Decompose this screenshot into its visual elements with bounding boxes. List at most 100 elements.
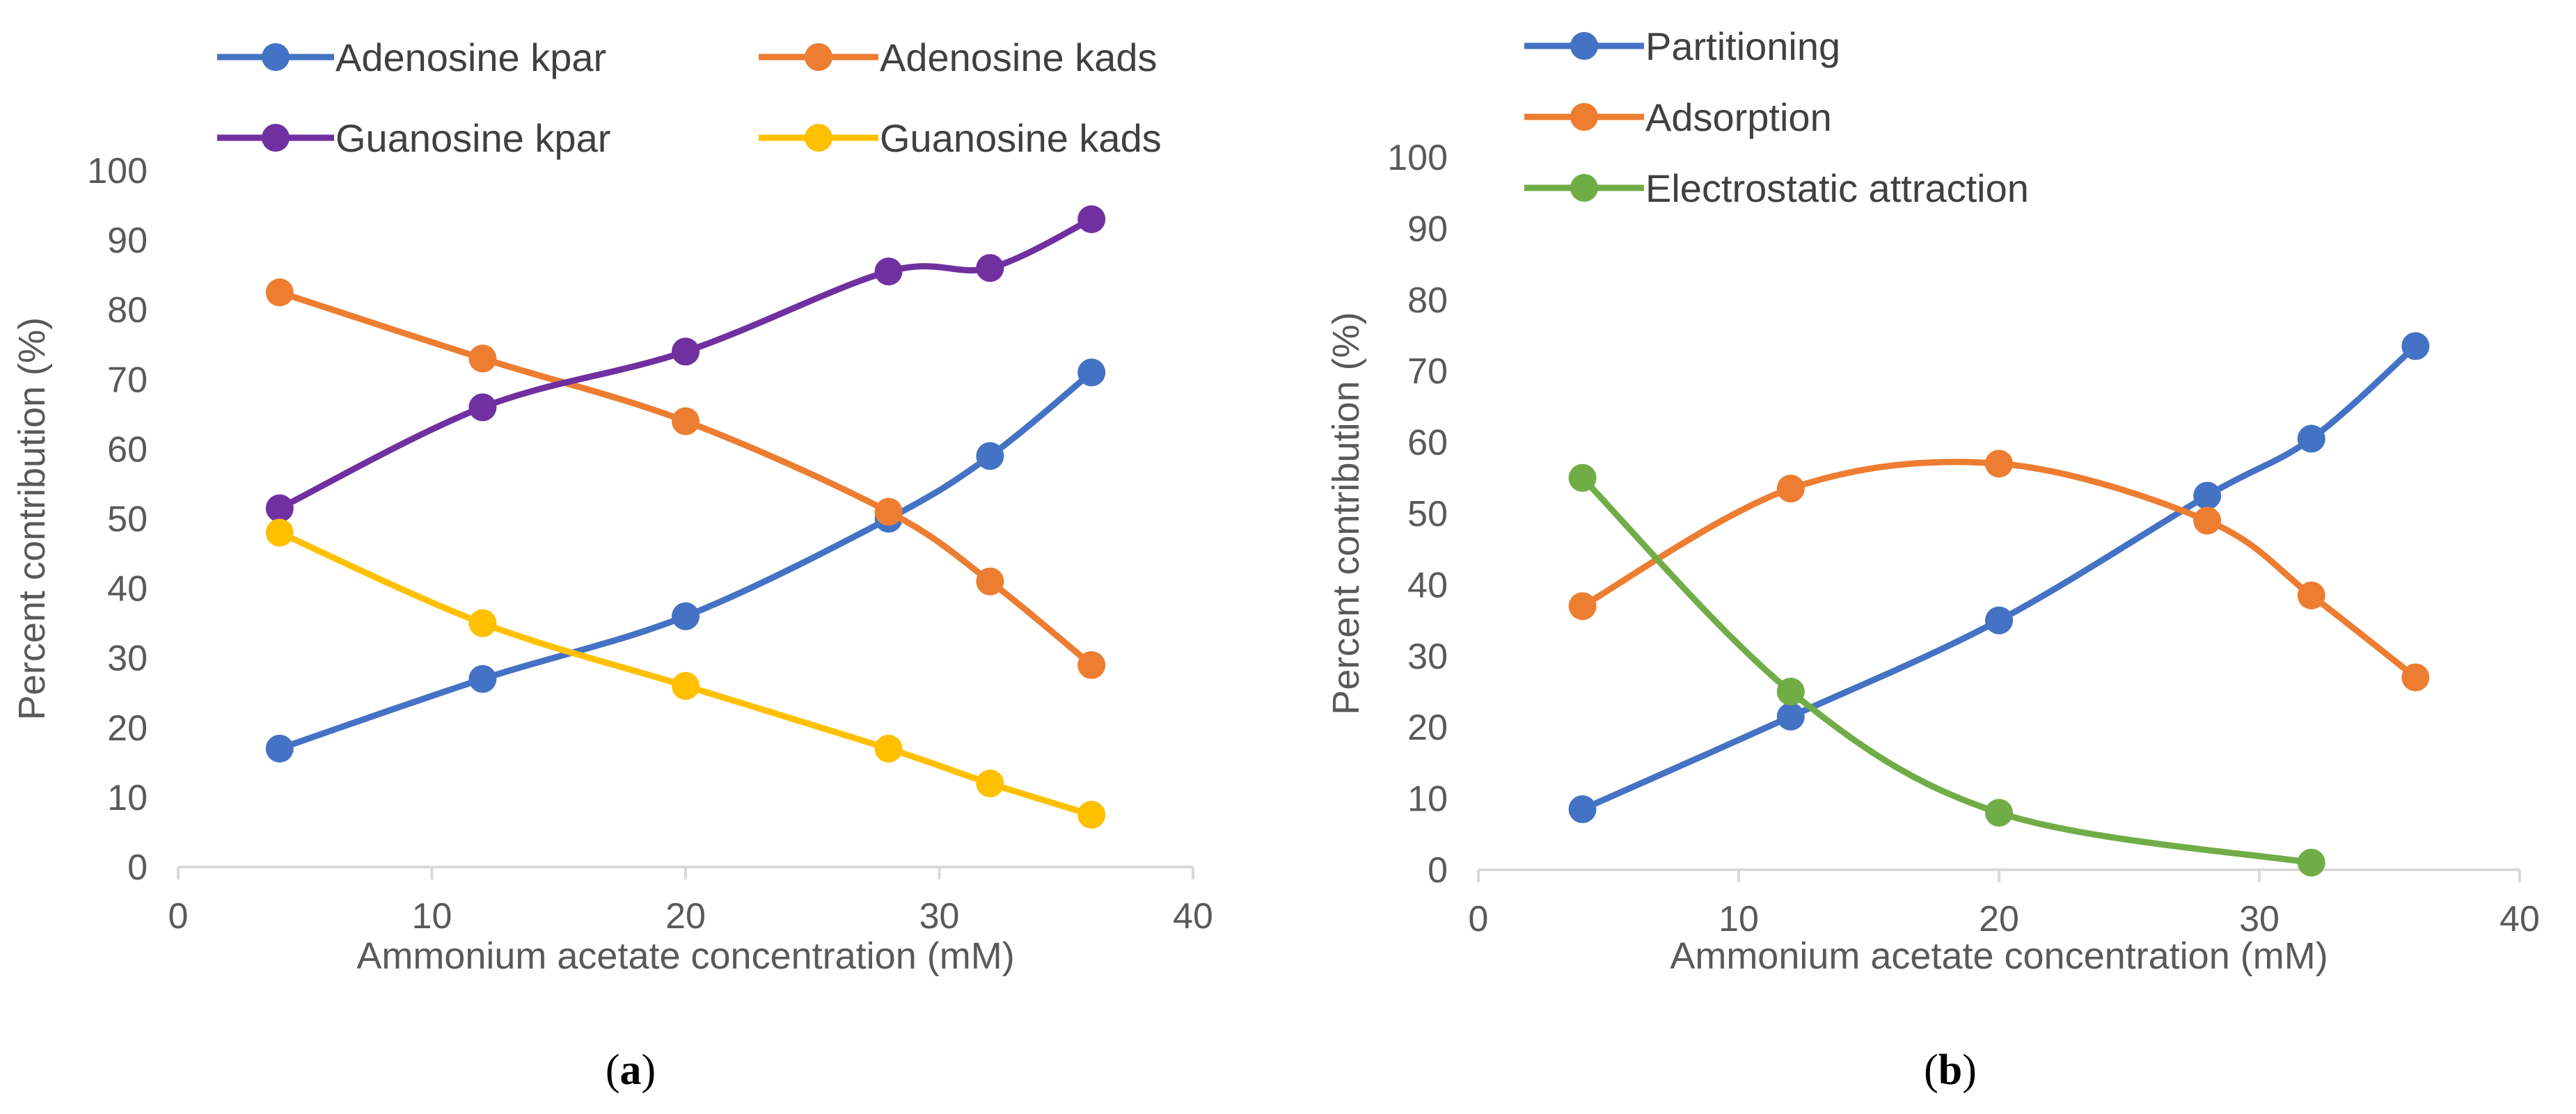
plot-area-a [265,205,1106,829]
legend-swatch-marker-electrostatic-attraction [1570,174,1598,202]
legend-label-electrostatic-attraction: Electrostatic attraction [1645,166,2029,210]
data-point-electrostatic-attraction-b-12 [1776,678,1805,706]
legend-label-adenosine-kads: Adenosine kads [880,35,1157,79]
x-tick-label-a-0: 0 [168,896,189,937]
data-point-adenosine-kads-a-32 [976,567,1004,596]
data-point-adsorption-b-12 [1776,475,1805,503]
data-point-electrostatic-attraction-b-20 [1985,799,2013,827]
data-point-guanosine-kpar-a-32 [976,254,1004,283]
x-tick-label-b-20: 20 [1979,899,2019,939]
data-point-adsorption-b-20 [1985,449,2013,478]
data-point-electrostatic-attraction-b-32 [2297,848,2325,877]
x-tick-label-b-10: 10 [1718,899,1759,939]
axes-b: 0 10 20 30 40 0 10 20 30 40 50 60 70 80 90 100 Ammoniu… [1325,138,2540,977]
y-tick-label-a-30: 30 [107,639,148,679]
x-tick-label-b-30: 30 [2239,899,2279,939]
data-point-adsorption-b-36 [2401,663,2430,692]
data-point-adenosine-kpar-a-36 [1077,358,1106,387]
legend-item-adsorption: Adsorption [1524,95,1832,139]
series-adenosine-kads-a [265,278,1106,679]
data-point-guanosine-kpar-a-28 [874,257,903,286]
legend-swatch-marker-adenosine-kads [805,43,832,71]
data-point-guanosine-kads-a-36 [1077,800,1106,829]
series-guanosine-kads-a [265,518,1106,829]
legend-label-partitioning: Partitioning [1645,24,1840,68]
legend-item-guanosine-kpar: Guanosine kpar [217,116,610,160]
panel-label-a: (a) [606,1047,656,1094]
y-tick-label-a-40: 40 [107,569,148,610]
y-tick-label-b-90: 90 [1407,209,1448,249]
legend-swatch-marker-guanosine-kpar [262,124,290,152]
panel-label-b: (b) [1924,1047,1977,1094]
y-tick-label-a-70: 70 [107,360,148,400]
legend-swatch-marker-partitioning [1570,32,1598,60]
data-point-partitioning-b-12 [1776,702,1805,731]
data-point-guanosine-kads-a-20 [672,671,700,700]
panel-label-b-open: ( [1924,1047,1938,1094]
plot-area-b [1568,332,2430,877]
y-tick-label-a-10: 10 [107,778,148,818]
y-tick-label-a-100: 100 [87,151,148,191]
data-point-adenosine-kpar-a-4 [265,734,294,763]
y-axis-title-b: Percent contribution (%) [1325,312,1367,715]
data-point-adenosine-kads-a-20 [672,407,700,436]
data-point-adsorption-b-32 [2297,581,2325,610]
y-tick-label-b-20: 20 [1407,708,1448,748]
data-point-electrostatic-attraction-b-4 [1568,463,1597,492]
legend-label-adenosine-kpar: Adenosine kpar [335,35,606,79]
x-ticks-b: 0 10 20 30 40 [1469,870,2540,939]
data-point-guanosine-kpar-a-20 [672,337,700,366]
legend-swatch-marker-adsorption [1570,103,1598,131]
legend-label-guanosine-kads: Guanosine kads [880,116,1162,160]
legend-item-guanosine-kads: Guanosine kads [759,116,1162,160]
series-partitioning-b [1568,332,2430,823]
data-point-guanosine-kpar-a-4 [265,494,294,523]
data-point-adenosine-kads-a-4 [265,278,294,307]
y-tick-label-a-50: 50 [107,500,148,540]
legend-item-adenosine-kpar: Adenosine kpar [217,35,606,79]
chart-panel-a: Adenosine kpar Adenosine kads Guanosine kp… [11,35,1213,1094]
y-tick-label-b-40: 40 [1407,565,1448,605]
y-tick-label-a-0: 0 [127,848,148,888]
y-tick-label-a-20: 20 [107,708,148,749]
data-point-adenosine-kads-a-36 [1077,651,1106,679]
panel-label-a-open: ( [606,1047,620,1094]
series-line-electrostatic-attraction-b [1579,475,2315,866]
data-point-guanosine-kads-a-28 [874,734,903,763]
legend-label-guanosine-kpar: Guanosine kpar [335,116,610,160]
chart-panel-b: Partitioning Adsorption Electrostatic attr… [1325,24,2540,1094]
panel-label-b-close: ) [1962,1047,1977,1094]
legend-item-adenosine-kads: Adenosine kads [759,35,1157,79]
y-tick-label-a-60: 60 [107,429,148,470]
legend-a: Adenosine kpar Adenosine kads Guanosine kp… [217,35,1162,160]
panel-label-b-letter: b [1938,1047,1962,1094]
legend-swatch-marker-adenosine-kpar [262,43,290,71]
series-electrostatic-attraction-b [1568,463,2325,877]
data-point-adsorption-b-28 [2193,507,2222,535]
y-ticks-b: 0 10 20 30 40 50 60 70 80 90 100 [1387,138,1448,891]
data-point-adenosine-kpar-a-20 [672,602,700,630]
data-point-partitioning-b-32 [2297,424,2325,453]
data-point-guanosine-kpar-a-36 [1077,205,1106,234]
legend-item-electrostatic-attraction: Electrostatic attraction [1524,166,2029,210]
x-ticks-a: 0 10 20 30 40 [168,867,1213,937]
y-tick-label-b-100: 100 [1387,138,1448,178]
legend-item-partitioning: Partitioning [1524,24,1840,68]
y-axis-title-a: Percent contribution (%) [11,317,53,720]
x-tick-label-b-0: 0 [1469,899,1489,939]
y-tick-label-a-90: 90 [107,221,148,261]
y-tick-label-a-80: 80 [107,290,148,331]
data-point-guanosine-kads-a-4 [265,518,294,547]
y-tick-label-b-70: 70 [1407,351,1448,392]
x-tick-label-a-20: 20 [665,896,706,937]
data-point-adenosine-kads-a-12 [468,344,497,373]
x-axis-title-a: Ammonium acetate concentration (mM) [356,935,1014,977]
series-adsorption-b [1568,449,2430,692]
data-point-adenosine-kpar-a-32 [976,442,1004,470]
series-guanosine-kpar-a [265,205,1106,523]
y-tick-label-b-30: 30 [1407,637,1448,677]
x-tick-label-a-10: 10 [412,896,452,937]
x-axis-title-b: Ammonium acetate concentration (mM) [1670,935,2328,977]
y-tick-label-b-80: 80 [1407,280,1448,321]
